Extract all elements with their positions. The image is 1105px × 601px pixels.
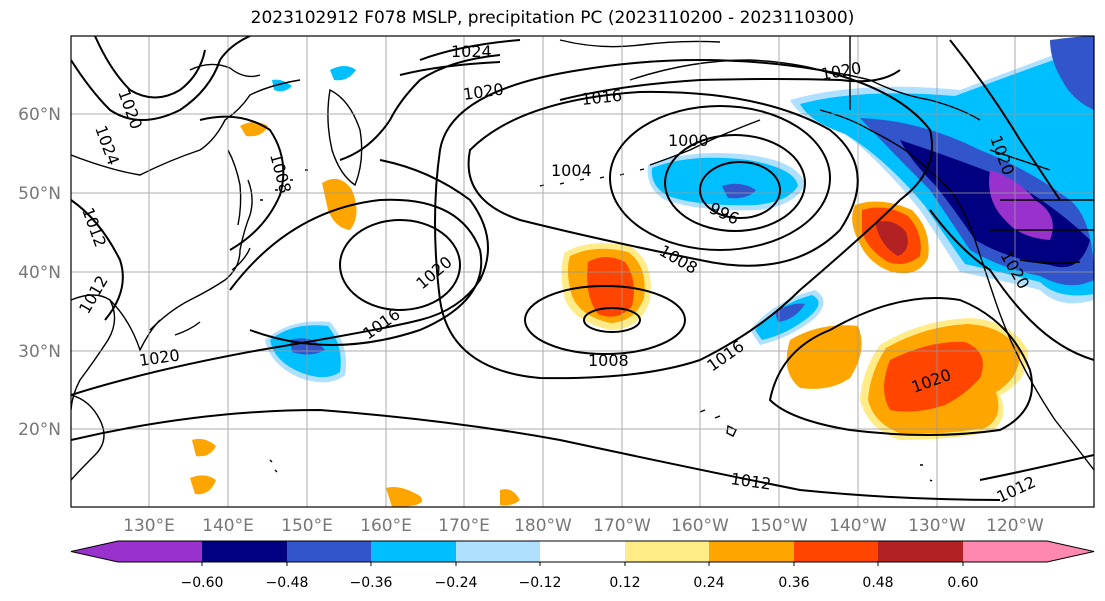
colorbar-tick-label: 0.24 <box>693 575 724 591</box>
colorbar-tick-label: 0.36 <box>778 575 809 591</box>
colorbar-tick-label: −0.60 <box>181 575 224 591</box>
longitude-labels: 130°E 140°E 150°E 160°E 170°E 180°W 170°… <box>123 516 1044 536</box>
colorbar-segment <box>878 541 963 562</box>
lon-label: 170°E <box>438 516 490 536</box>
isobars <box>71 36 1094 501</box>
lon-label: 160°W <box>671 516 729 536</box>
colorbar-tick-label: −0.48 <box>266 575 309 591</box>
colorbar-segments <box>70 540 1095 566</box>
positive-precip-area <box>786 325 862 389</box>
isobar-label: 1000 <box>668 131 709 150</box>
lon-label: 180°W <box>514 516 572 536</box>
map-frame <box>70 35 1095 508</box>
colorbar-segment <box>118 541 202 562</box>
lat-label: 60°N <box>18 105 61 125</box>
colorbar-tick-label: 0.48 <box>862 575 893 591</box>
lon-label: 150°E <box>281 516 333 536</box>
lat-label: 20°N <box>18 420 61 440</box>
lon-label: 130°W <box>908 516 966 536</box>
colorbar: −0.60 −0.48 −0.36 −0.24 −0.12 0.12 0.24 … <box>70 540 1095 591</box>
negative-precip-area <box>790 36 1094 304</box>
lon-label: 140°E <box>202 516 254 536</box>
colorbar-tick-label: 0.12 <box>609 575 640 591</box>
colorbar-segment <box>709 541 794 562</box>
map-title: 2023102912 F078 MSLP, precipitation PC (… <box>250 8 855 28</box>
colorbar-segment <box>287 541 371 562</box>
colorbar-segment <box>963 541 1047 562</box>
lon-label: 160°E <box>360 516 412 536</box>
negative-precip-area <box>272 66 356 92</box>
isobar-label: 1024 <box>451 42 492 61</box>
colorbar-outline <box>70 540 1095 563</box>
negative-precip-area <box>750 290 824 345</box>
lat-label: 50°N <box>18 184 61 204</box>
colorbar-tick-label: 0.60 <box>947 575 978 591</box>
colorbar-segment <box>371 541 456 562</box>
colorbar-segment <box>625 541 709 562</box>
colorbar-segment <box>202 541 287 562</box>
colorbar-segment <box>794 541 878 562</box>
lon-label: 150°W <box>750 516 808 536</box>
grid <box>71 36 1094 507</box>
colorbar-extend-min <box>71 541 118 562</box>
lon-label: 140°W <box>829 516 887 536</box>
lon-label: 170°W <box>593 516 651 536</box>
colorbar-extend-max <box>1047 541 1094 562</box>
isobar-label: 1008 <box>588 351 629 370</box>
colorbar-segment <box>456 541 540 562</box>
lat-label: 40°N <box>18 263 61 283</box>
colorbar-tick-label: −0.12 <box>519 575 562 591</box>
lon-label: 130°E <box>123 516 175 536</box>
colorbar-segment <box>540 541 625 562</box>
colorbar-ticks: −0.60 −0.48 −0.36 −0.24 −0.12 0.12 0.24 … <box>181 575 979 591</box>
colorbar-tick-label: −0.24 <box>435 575 478 591</box>
isobar-label: 1004 <box>551 161 592 180</box>
latitude-labels: 60°N 50°N 40°N 30°N 20°N <box>18 105 61 440</box>
colorbar-tick-label: −0.36 <box>350 575 393 591</box>
isobar-label: 1016 <box>580 86 622 109</box>
precip-shading <box>190 36 1094 507</box>
lat-label: 30°N <box>18 342 61 362</box>
lon-label: 120°W <box>986 516 1044 536</box>
